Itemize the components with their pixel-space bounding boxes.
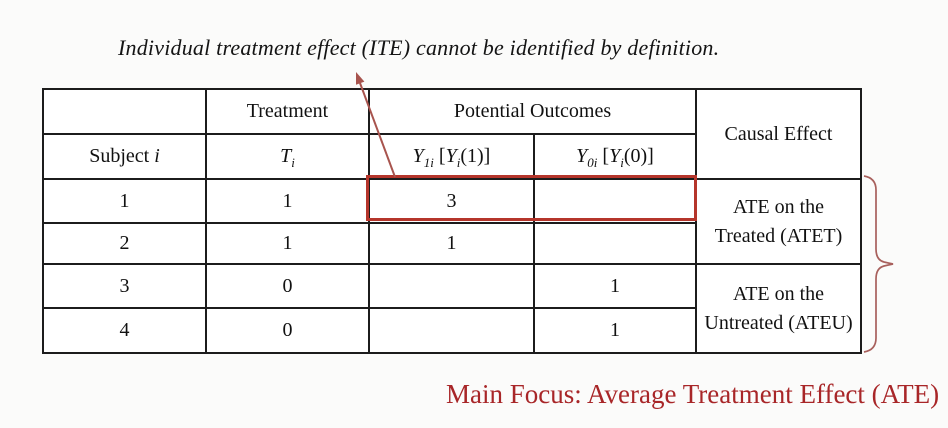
effect-untreated-line1: ATE on the — [732, 282, 825, 305]
y1-base: Y — [412, 145, 424, 167]
effect-treated-line1: ATE on the — [732, 195, 825, 218]
y0-sub2: i — [620, 155, 624, 170]
table-row: 4 0 1 — [42, 307, 861, 354]
header-treatment-group: Treatment — [205, 88, 370, 135]
effect-label-treated: ATE on the Treated (ATET) — [695, 178, 863, 265]
cell-y1: 1 — [368, 222, 535, 265]
table-row: 2 1 1 — [42, 222, 861, 265]
y1-tail: (1)] — [460, 145, 491, 167]
y0-base2: Y — [609, 145, 621, 167]
header-y1: Y1i [Yi(1)] — [368, 133, 535, 180]
arrow-head-icon — [356, 72, 365, 85]
y0-bracket: [ — [597, 145, 610, 167]
cell-y0: 1 — [532, 307, 698, 354]
cell-subject: 3 — [42, 263, 207, 309]
t-symbol-sub: i — [291, 155, 295, 170]
header-treatment-symbol: Ti — [205, 133, 370, 180]
effect-untreated-line2: Untreated (ATEU) — [704, 311, 853, 334]
header-row-groups: Treatment Potential Outcomes Causal Effe… — [42, 88, 863, 180]
cell-y1 — [368, 307, 535, 354]
y0-base: Y — [576, 145, 588, 167]
cell-treatment: 0 — [205, 263, 370, 309]
main-focus-text: Main Focus: Average Treatment Effect (AT… — [446, 379, 940, 409]
effect-treated-line2: Treated (ATET) — [714, 224, 843, 247]
table-row: 3 0 1 ATE on the Untreated (ATEU) — [42, 263, 863, 354]
header-causal-effect: Causal Effect — [695, 88, 863, 180]
header-subject: Subject i — [42, 133, 207, 180]
cell-y0 — [532, 178, 698, 224]
cell-y0: 1 — [532, 263, 698, 309]
cell-y1 — [368, 263, 535, 309]
header-empty-cell — [42, 88, 207, 135]
cell-subject: 2 — [42, 222, 207, 265]
cell-treatment: 1 — [205, 178, 370, 224]
y0-tail: (0)] — [623, 145, 654, 167]
header-row-symbols: Subject i Ti Y1i [Yi(1)] Y0i [Yi(0)] — [42, 133, 861, 180]
y1-sub: 1i — [423, 155, 434, 170]
cell-y0 — [532, 222, 698, 265]
header-potential-outcomes-group: Potential Outcomes — [367, 88, 698, 135]
cell-treatment: 0 — [205, 307, 370, 354]
ite-annotation-text: Individual treatment effect (ITE) cannot… — [118, 35, 720, 60]
y0-sub: 0i — [587, 155, 598, 170]
effect-label-untreated: ATE on the Untreated (ATEU) — [695, 263, 863, 354]
potential-outcomes-table: Treatment Potential Outcomes Causal Effe… — [42, 88, 863, 354]
header-y0: Y0i [Yi(0)] — [532, 133, 698, 180]
cell-treatment: 1 — [205, 222, 370, 265]
subject-label: Subject — [89, 145, 155, 167]
y1-sub2: i — [456, 155, 461, 170]
y1-bracket: [ — [433, 145, 446, 167]
cell-y1: 3 — [368, 178, 535, 224]
subject-index: i — [154, 145, 160, 167]
cell-subject: 1 — [42, 178, 207, 224]
t-symbol: T — [280, 145, 292, 167]
cell-subject: 4 — [42, 307, 207, 354]
curly-brace-icon — [863, 175, 894, 353]
y1-base2: Y — [445, 145, 457, 167]
table-row: 1 1 3 ATE on the Treated (ATET) — [42, 178, 863, 265]
